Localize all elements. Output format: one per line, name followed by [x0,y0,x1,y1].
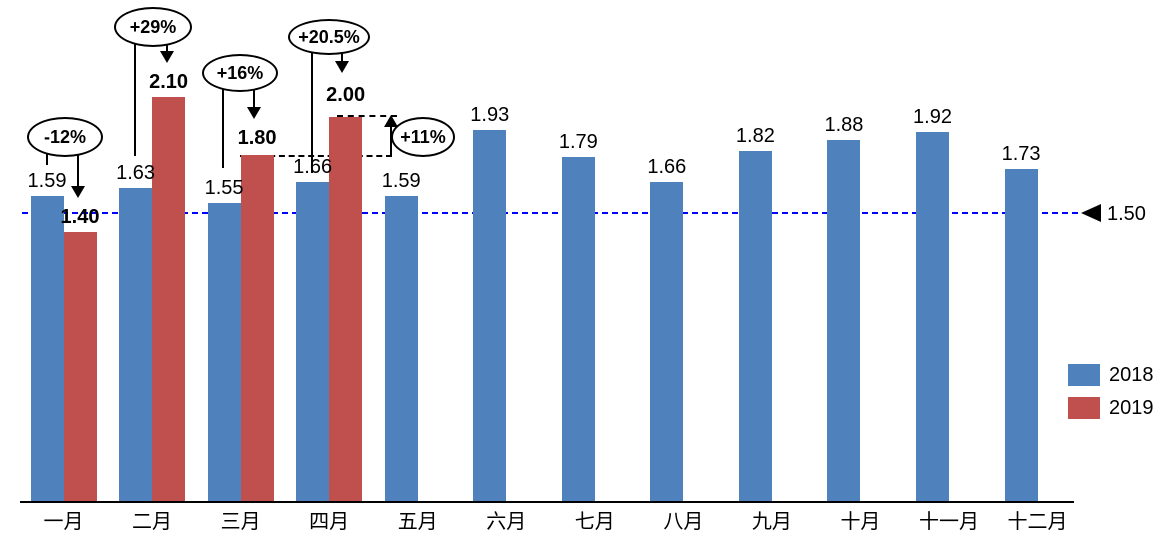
x-axis-label-8: 八月 [663,511,704,533]
bar-2019-month-4 [329,116,363,502]
legend-swatch-2018 [1068,364,1100,386]
bar-2019-month-2 [152,97,186,502]
x-axis-line [20,501,1074,503]
bar-2018-month-10 [827,139,861,502]
reference-line-label: 1.50 [1107,203,1146,225]
legend-label-2018: 2018 [1109,364,1154,386]
x-axis-label-2: 二月 [132,511,173,533]
reference-line [22,212,1078,214]
annotation-change-apr: +20.5% [288,19,370,55]
bar-2018-month-4 [296,182,330,502]
x-axis-label-5: 五月 [397,511,438,533]
legend-item-2019: 2019 [1068,397,1154,419]
bar-2018-month-9 [738,151,772,502]
annotation-change-jan: -12% [27,117,103,157]
bar-2018-month-2 [119,187,153,502]
value-label-2018-month-3: 1.55 [204,177,244,200]
x-axis-label-6: 六月 [486,511,527,533]
x-axis-label-12: 十二月 [1007,511,1068,533]
x-axis-label-10: 十月 [840,511,881,533]
value-label-2018-month-10: 1.88 [824,113,864,136]
value-label-2019-month-1: 1.40 [60,206,100,229]
bar-2018-month-11 [916,132,949,502]
down-arrow-icon [247,107,261,119]
bar-2018-month-12 [1004,168,1038,502]
bar-2019-month-3 [240,155,274,502]
legend: 2018 2019 [1068,364,1154,430]
annotation-change-mar: +16% [202,54,278,92]
x-axis-label-4: 四月 [309,511,350,533]
bar-2018-month-7 [561,157,595,502]
annotation-pointer-line [222,88,224,168]
value-label-2019-month-4: 2.00 [326,83,366,106]
legend-swatch-2019 [1068,397,1100,419]
x-axis-label-11: 十一月 [919,511,979,533]
annotation-pointer-line [46,153,48,165]
annotation-pointer-line [253,88,255,109]
value-label-2018-month-5: 1.59 [381,169,421,192]
comparison-dashed-line [240,155,392,157]
annotation-change-feb: +29% [114,7,192,47]
value-label-2018-month-12: 1.73 [1001,142,1041,165]
value-label-2018-month-8: 1.66 [647,156,687,179]
annotation-pointer-line [166,43,168,53]
bar-2018-month-5 [384,195,418,502]
x-axis-label-3: 三月 [220,511,261,533]
value-label-2018-month-11: 1.92 [913,106,952,129]
legend-item-2018: 2018 [1068,364,1154,386]
bar-2018-month-3 [207,203,241,502]
down-arrow-icon [335,61,349,73]
annotation-pointer-line [77,152,79,188]
annotation-pointer-line [311,51,313,173]
value-label-2018-month-9: 1.82 [735,125,775,148]
annotation-change-mar-to-apr: +11% [391,117,455,157]
annotation-pointer-line [134,43,136,156]
bar-2018-month-1 [30,195,64,502]
value-label-2018-month-2: 1.63 [116,161,156,184]
x-axis-label-1: 一月 [43,511,84,533]
down-arrow-icon [160,51,174,63]
down-arrow-icon [71,186,85,198]
bar-2018-month-6 [473,130,507,502]
x-axis-label-7: 七月 [574,511,615,533]
value-label-2018-month-1: 1.59 [27,169,67,192]
annotation-pointer-line [341,51,343,63]
legend-label-2019: 2019 [1109,397,1154,419]
bar-2019-month-1 [63,232,97,502]
comparison-dashed-line [337,115,397,117]
up-arrow-icon [384,115,398,127]
value-label-2018-month-6: 1.93 [470,104,510,127]
value-label-2018-month-7: 1.79 [558,131,598,154]
value-label-2019-month-2: 2.10 [149,71,189,94]
bar-2018-month-8 [650,182,684,502]
reference-marker-triangle-icon [1081,204,1101,222]
value-label-2019-month-3: 1.80 [237,127,277,150]
x-axis-label-9: 九月 [751,511,792,533]
